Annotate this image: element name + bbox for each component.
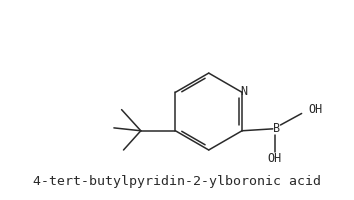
Text: OH: OH bbox=[308, 103, 322, 116]
Text: N: N bbox=[240, 85, 247, 98]
Text: 4-tert-butylpyridin-2-ylboronic acid: 4-tert-butylpyridin-2-ylboronic acid bbox=[33, 175, 321, 188]
Text: B: B bbox=[273, 122, 280, 135]
Text: OH: OH bbox=[268, 152, 282, 165]
